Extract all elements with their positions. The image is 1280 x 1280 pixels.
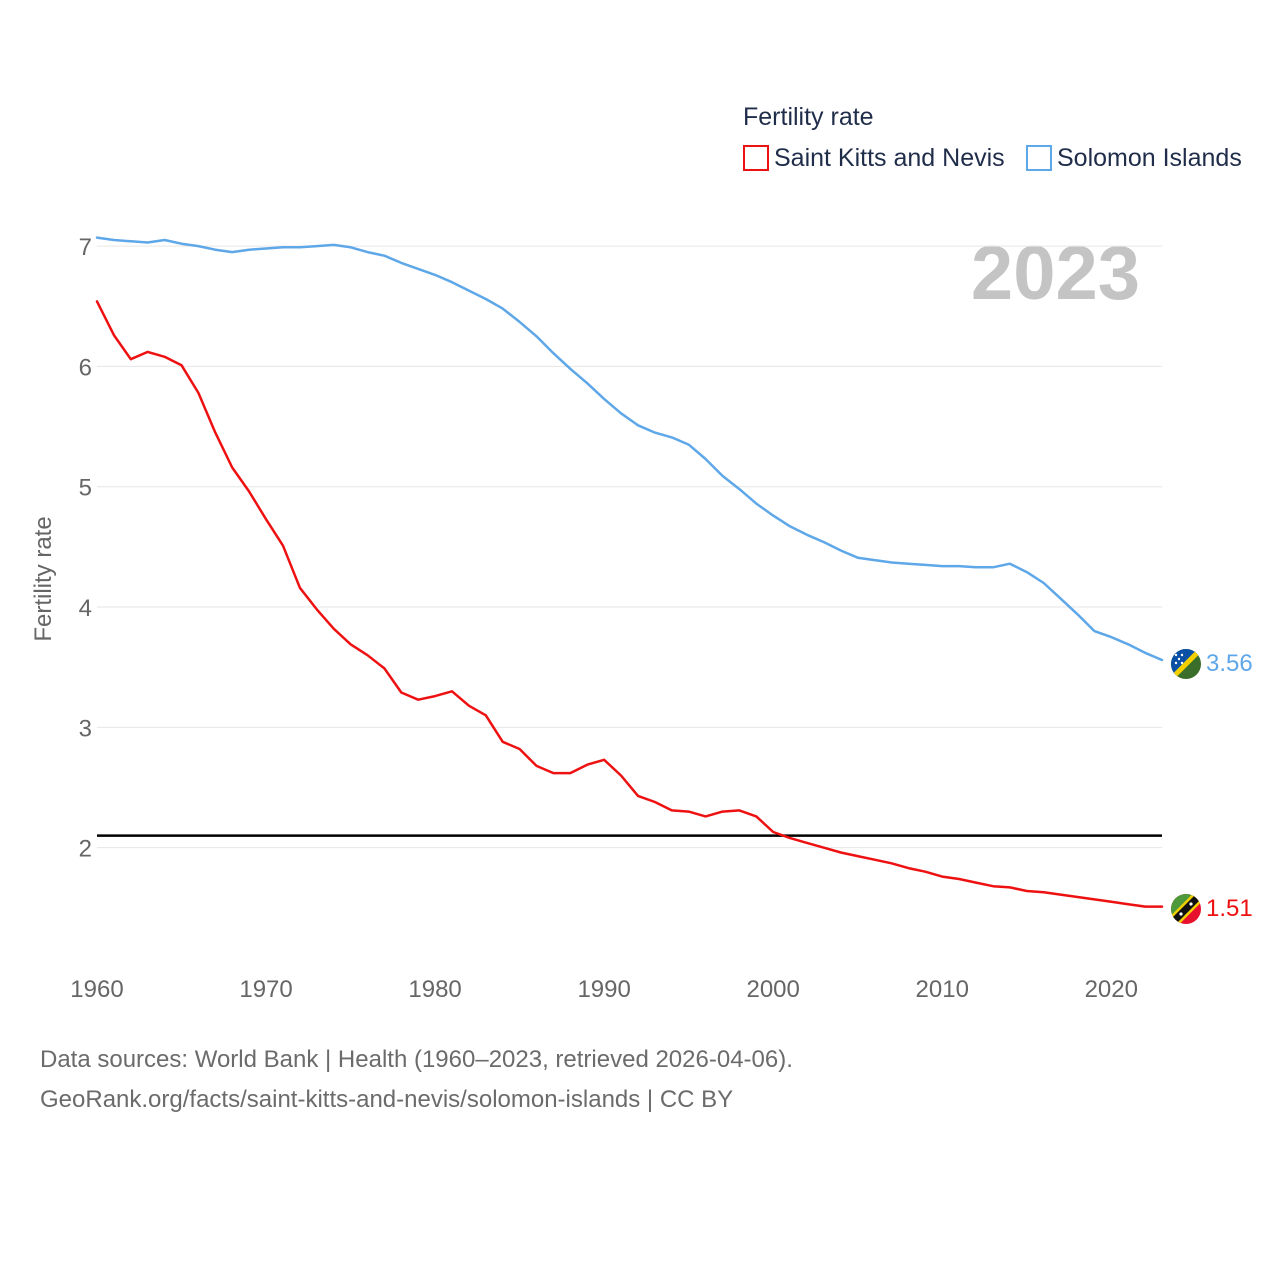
series-lines [95,236,1164,908]
data-source-note: Data sources: World Bank | Health (1960–… [40,1040,793,1120]
end-label-saint-kitts-and-nevis: 1.51 [1206,895,1253,922]
legend-title: Fertility rate [743,103,874,131]
grid-lines [97,245,1162,849]
source-line-1: Data sources: World Bank | Health (1960–… [40,1046,793,1073]
saint-kitts-and-nevis-flag-icon [1171,894,1201,924]
x-tick-label-1960: 1960 [70,976,123,1003]
legend-item-solomon-islands[interactable]: Solomon Islands [1026,144,1242,172]
legend-swatch-saint-kitts-and-nevis [743,145,769,171]
y-axis-ticks: 2 3 4 5 6 7 [79,234,92,863]
legend-item-saint-kitts-and-nevis[interactable]: Saint Kitts and Nevis [743,144,1005,172]
solomon-islands-flag-icon [1171,649,1201,679]
legend-label-solomon-islands: Solomon Islands [1057,144,1242,172]
y-tick-label-5: 5 [79,475,92,502]
year-label: 2023 [971,231,1140,316]
x-axis-ticks: 1960 1970 1980 1990 2000 2010 2020 [70,976,1138,1003]
end-label-solomon-islands: 3.56 [1206,650,1253,677]
x-tick-label-2020: 2020 [1085,976,1138,1003]
y-axis-title: Fertility rate [30,516,57,641]
x-tick-label-2000: 2000 [746,976,799,1003]
legend-swatch-solomon-islands [1026,145,1052,171]
y-tick-label-3: 3 [79,715,92,742]
legend-label-saint-kitts-and-nevis: Saint Kitts and Nevis [774,144,1005,172]
x-tick-label-2010: 2010 [916,976,969,1003]
y-tick-label-2: 2 [79,836,92,863]
series-line-solomon-islands[interactable] [95,236,1164,662]
y-tick-label-6: 6 [79,354,92,381]
x-tick-label-1980: 1980 [408,976,461,1003]
y-tick-label-7: 7 [79,234,92,261]
series-line-saint-kitts-and-nevis[interactable] [95,300,1164,908]
source-line-2[interactable]: GeoRank.org/facts/saint-kitts-and-nevis/… [40,1086,734,1113]
x-tick-label-1970: 1970 [239,976,292,1003]
x-tick-label-1990: 1990 [577,976,630,1003]
y-tick-label-4: 4 [79,595,92,622]
